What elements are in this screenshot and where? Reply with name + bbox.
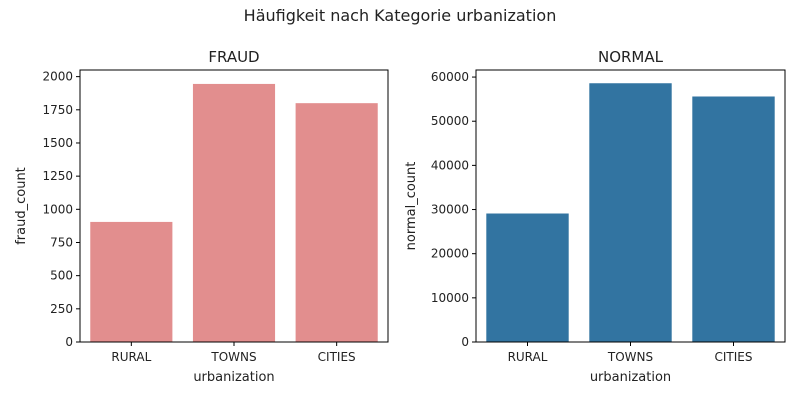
fraud-x-tick-label: TOWNS	[210, 350, 256, 364]
fraud-y-axis-label: fraud_count	[14, 167, 29, 245]
normal-x-tick-label: CITIES	[715, 350, 753, 364]
normal-chart: 0 10000 20000 30000 40000 50000 60000 RURAL TOWN…	[404, 48, 786, 385]
normal-chart-title: NORMAL	[598, 48, 664, 66]
normal-bar-towns	[589, 83, 672, 342]
figure-title: Häufigkeit nach Kategorie urbanization	[243, 6, 557, 25]
normal-bar-cities	[692, 96, 775, 343]
fraud-y-tick-label: 500	[50, 269, 73, 283]
normal-y-tick-label: 60000	[431, 70, 469, 84]
normal-y-tick-label: 30000	[431, 203, 469, 217]
fraud-x-axis-label: urbanization	[193, 370, 274, 385]
fraud-chart-title: FRAUD	[208, 48, 259, 66]
fraud-y-tick-label: 1750	[42, 103, 73, 117]
normal-x-tick-label: RURAL	[508, 350, 548, 364]
normal-x-axis-label: urbanization	[590, 370, 671, 385]
fraud-y-tick-label: 2000	[42, 70, 73, 84]
fraud-bar-rural	[90, 221, 173, 342]
fraud-y-tick-label: 750	[50, 235, 73, 249]
fraud-bar-cities	[295, 103, 378, 342]
normal-y-tick-label: 0	[461, 335, 469, 349]
fraud-x-tick-label: RURAL	[111, 350, 151, 364]
fraud-y-tick-label: 250	[50, 302, 73, 316]
normal-y-tick-label: 10000	[431, 291, 469, 305]
fraud-bar-towns	[192, 83, 276, 343]
normal-y-tick-label: 40000	[431, 158, 469, 172]
fraud-y-tick-label: 1500	[42, 136, 73, 150]
fraud-chart: 0 250 500 750 1000 1250 1500 1750 2000 RURAL TOWNS…	[14, 48, 389, 385]
normal-y-tick-label: 20000	[431, 247, 469, 261]
normal-bar-rural	[486, 213, 569, 342]
fraud-y-tick-label: 0	[65, 335, 73, 349]
normal-y-tick-label: 50000	[431, 114, 469, 128]
normal-y-axis-label: normal_count	[404, 162, 419, 251]
fraud-y-tick-label: 1250	[42, 169, 73, 183]
normal-x-tick-label: TOWNS	[607, 350, 653, 364]
fraud-x-tick-label: CITIES	[318, 350, 356, 364]
fraud-y-tick-label: 1000	[42, 202, 73, 216]
